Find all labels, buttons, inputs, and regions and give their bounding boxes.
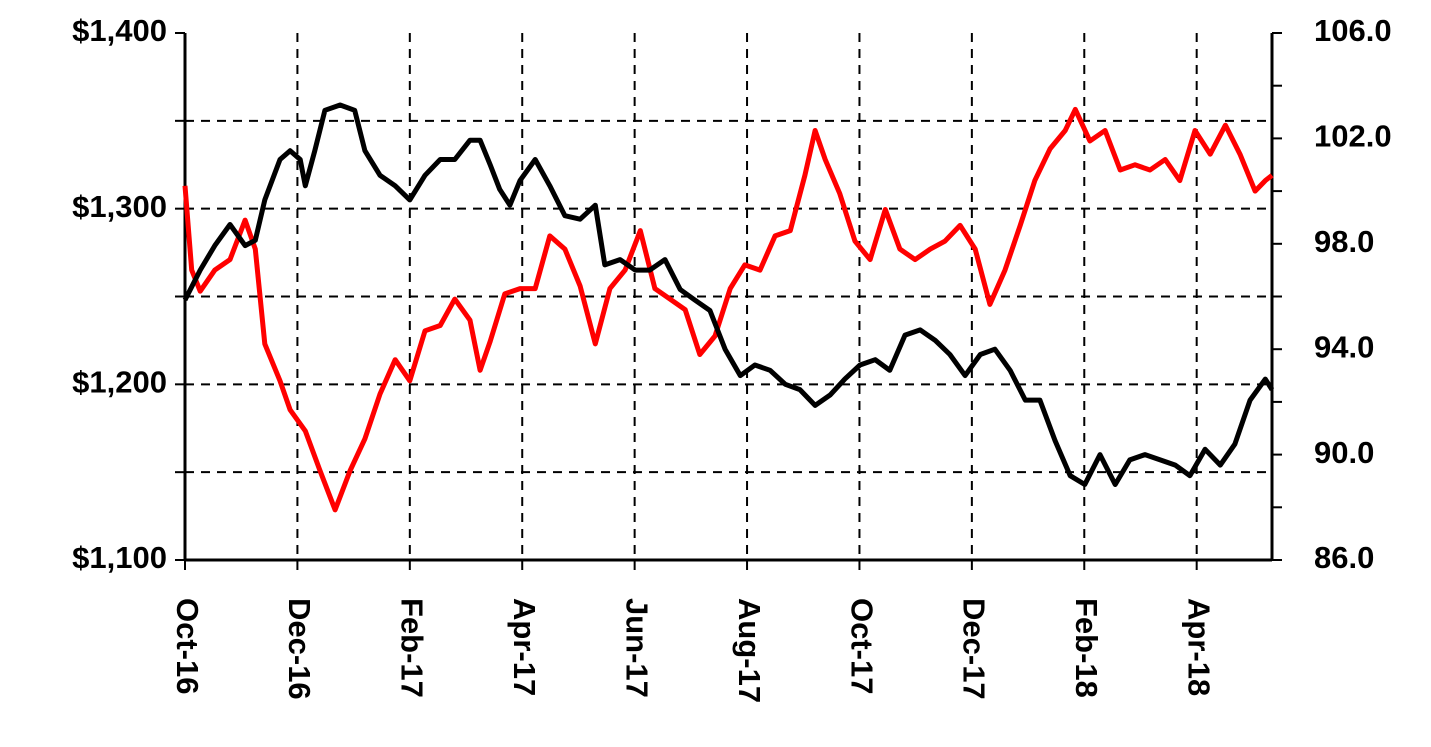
x-tick-label: Feb-17 [395, 598, 430, 698]
y2-tick-label: 86.0 [1314, 540, 1374, 575]
x-tick-label: Apr-17 [507, 598, 542, 696]
x-tick-label: Feb-18 [1069, 598, 1104, 698]
series-line [182, 106, 1274, 513]
x-tick-label: Aug-17 [732, 598, 767, 703]
x-tick-label: Oct-17 [844, 598, 879, 694]
y2-tick-label: 94.0 [1314, 329, 1374, 364]
y-tick-label: $1,100 [72, 540, 167, 575]
y2-tick-label: 90.0 [1314, 435, 1374, 470]
x-tick-label: Dec-16 [282, 598, 317, 700]
x-tick-label: Dec-17 [957, 598, 992, 700]
series-line [182, 102, 1275, 487]
y2-tick-label: 98.0 [1314, 224, 1374, 259]
y2-tick-label: 102.0 [1314, 119, 1392, 154]
y-tick-label: $1,400 [72, 13, 167, 48]
x-tick-label: Apr-18 [1181, 598, 1216, 696]
x-tick-label: Oct-16 [170, 598, 205, 694]
y-tick-label: $1,200 [72, 365, 167, 400]
y2-tick-label: 106.0 [1314, 13, 1392, 48]
x-tick-label: Jun-17 [619, 598, 654, 698]
y-tick-label: $1,300 [72, 189, 167, 224]
